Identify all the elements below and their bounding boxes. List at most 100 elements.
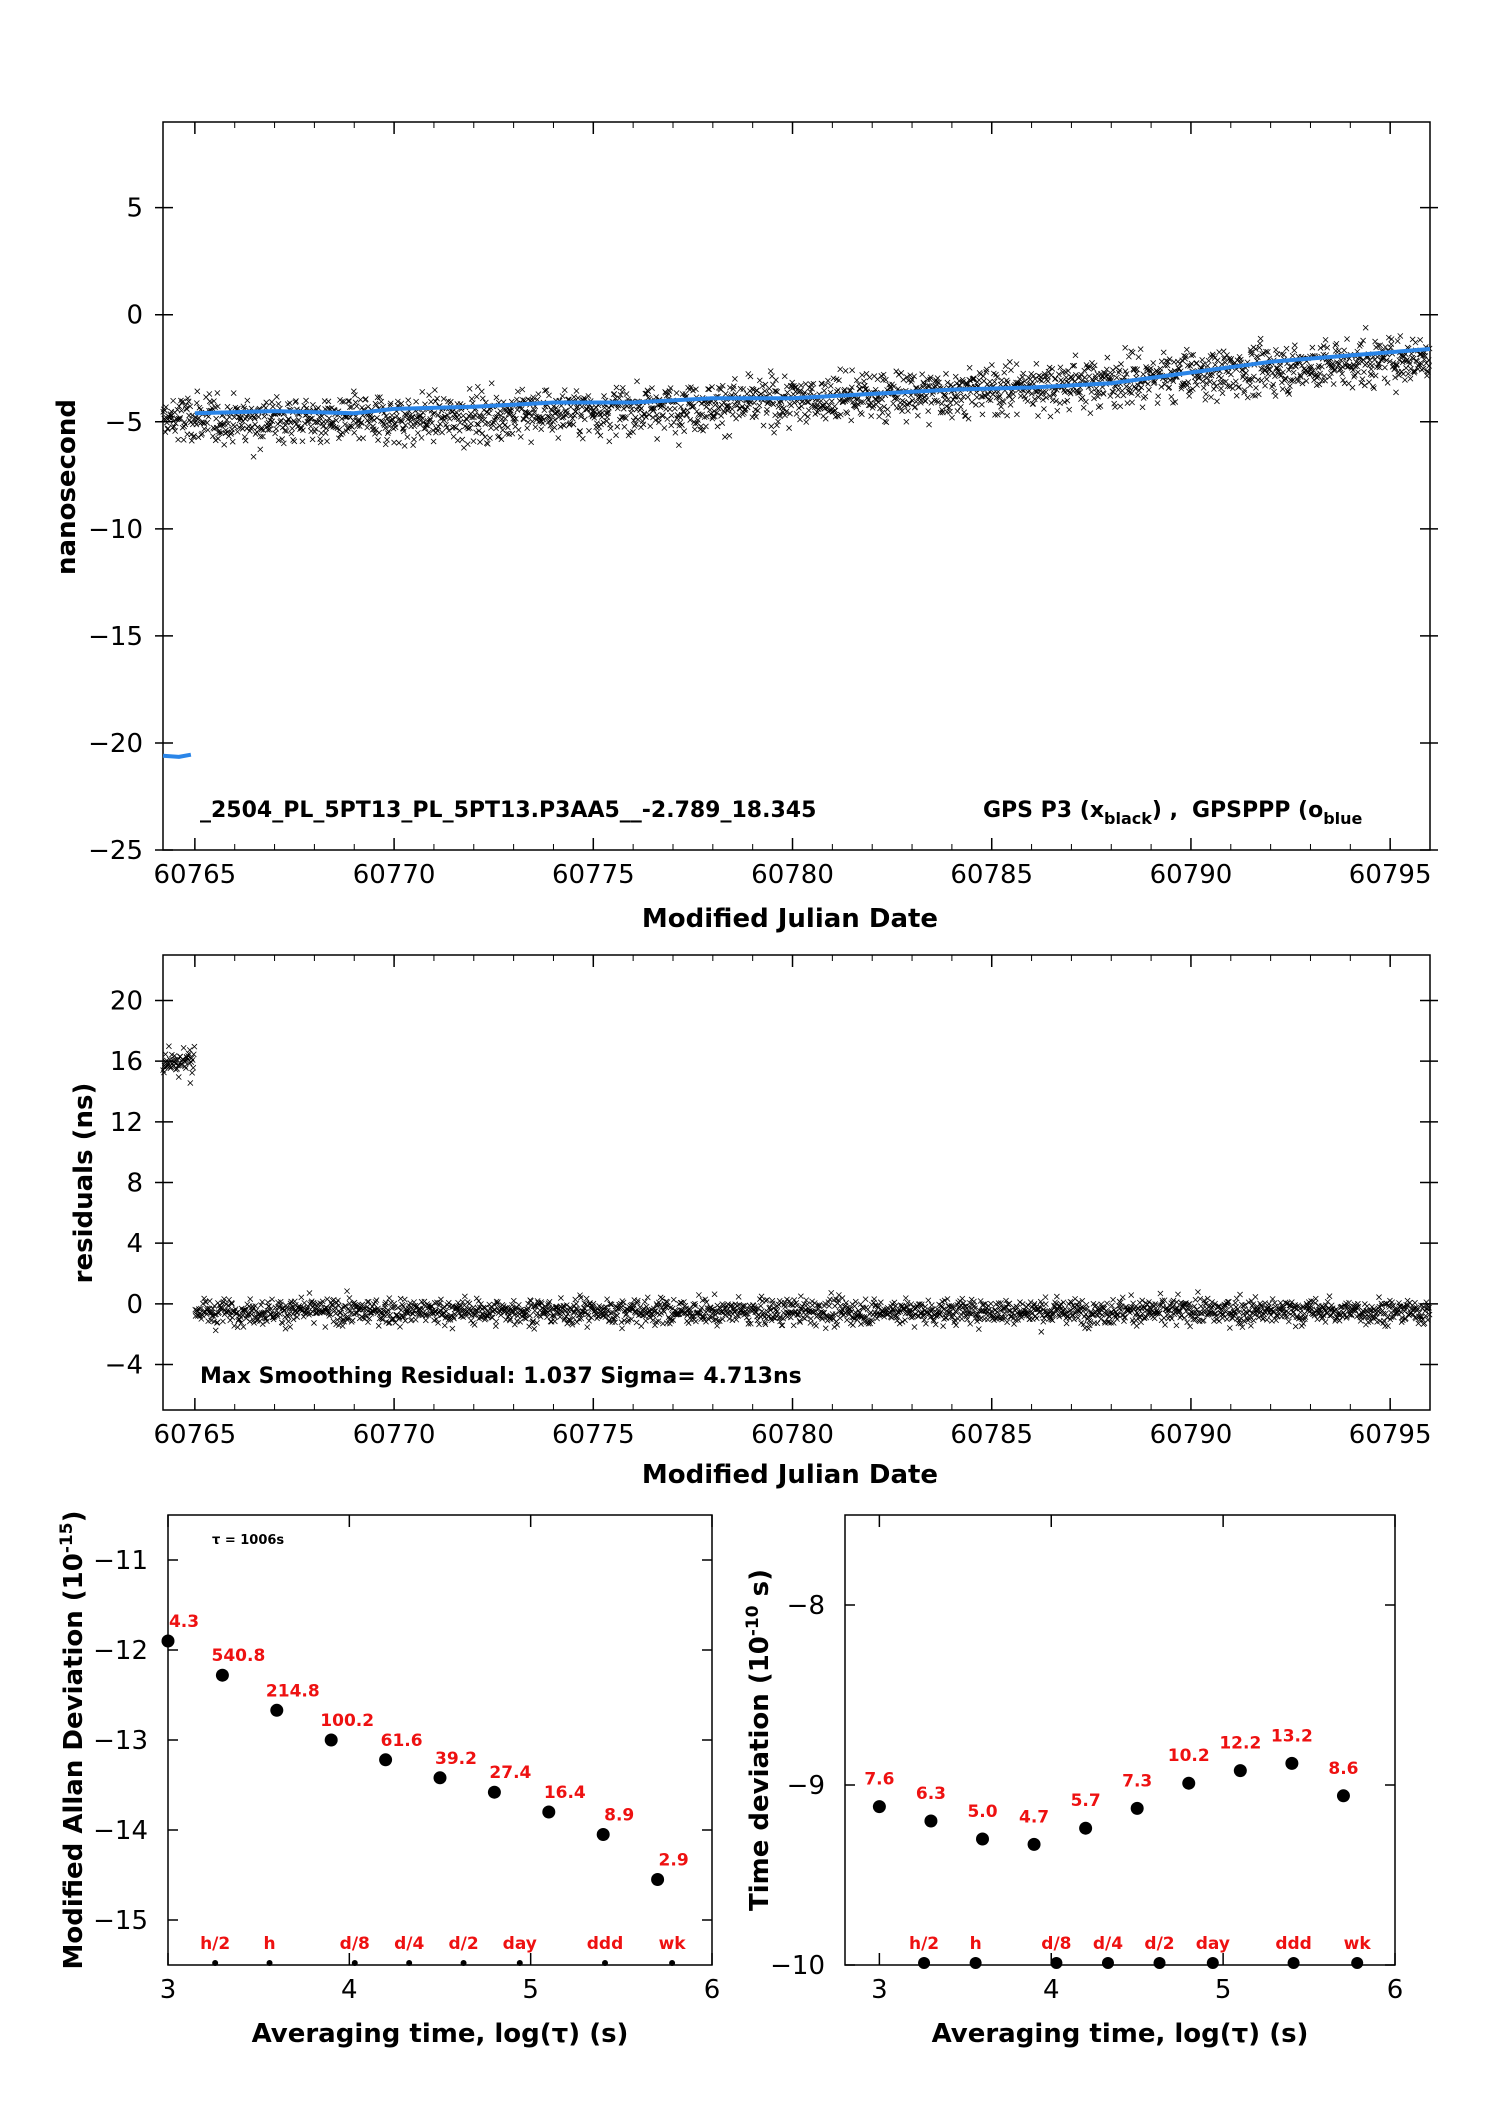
deviation-point (1182, 1776, 1196, 1790)
data-point (574, 403, 581, 410)
data-point (199, 430, 205, 437)
data-point (770, 381, 776, 388)
data-point (1267, 1306, 1274, 1313)
data-point (908, 1301, 915, 1307)
data-point (668, 1317, 675, 1324)
data-point (1194, 1313, 1201, 1320)
data-point (964, 1316, 971, 1323)
data-point (1243, 370, 1249, 376)
data-point (828, 1289, 835, 1296)
data-point (1228, 371, 1234, 378)
data-point (645, 388, 652, 395)
data-point (965, 1303, 972, 1310)
data-point (275, 401, 282, 407)
data-point (1398, 352, 1404, 359)
data-point (479, 395, 486, 402)
run-id-label: _2504_PL_5PT13_PL_5PT13.P3AA5__-2.789_18… (200, 798, 816, 823)
data-point (180, 398, 186, 405)
data-point (663, 1298, 670, 1305)
legend-black-label: GPS P3 (x (983, 798, 1104, 823)
data-point (628, 409, 634, 416)
data-point (677, 1299, 684, 1306)
data-point (362, 396, 369, 402)
y-tick-label: 4 (126, 1229, 143, 1259)
data-point (650, 1312, 657, 1319)
data-point (1035, 413, 1041, 419)
data-point (228, 1300, 235, 1306)
deviation-point (1233, 1764, 1247, 1778)
data-point (252, 1303, 259, 1309)
data-point (1140, 371, 1147, 378)
data-point (1170, 1297, 1177, 1304)
data-point (672, 405, 678, 412)
data-point (1282, 376, 1289, 382)
data-point (840, 398, 847, 405)
data-point (1252, 346, 1259, 352)
x-tick-label: 3 (871, 1975, 888, 2005)
data-point (300, 427, 306, 434)
data-point (263, 399, 270, 406)
data-point (960, 379, 966, 385)
data-point (929, 1306, 936, 1313)
data-point (1077, 389, 1083, 396)
data-point (576, 1316, 583, 1322)
data-point (708, 1306, 715, 1313)
interval-marker-label: wk (659, 1934, 687, 1954)
data-point (1247, 382, 1253, 389)
data-point (804, 399, 811, 405)
data-point (391, 439, 397, 446)
data-point (893, 368, 900, 375)
data-point (1244, 394, 1251, 401)
data-point (835, 386, 841, 393)
x-tick-label: 60770 (353, 860, 436, 890)
data-point (1109, 371, 1115, 378)
data-point (929, 1307, 935, 1314)
data-point (430, 438, 437, 445)
data-point (1355, 1303, 1362, 1310)
data-point (423, 422, 429, 429)
data-point (1199, 357, 1206, 363)
data-point (543, 387, 550, 394)
data-point (1226, 383, 1233, 390)
data-point (616, 395, 623, 402)
data-point (558, 1295, 564, 1301)
data-point (225, 420, 232, 427)
data-point (1031, 396, 1038, 403)
data-point (1378, 1302, 1385, 1309)
data-point (1083, 398, 1089, 405)
data-point (375, 1322, 382, 1329)
data-point (842, 367, 849, 374)
data-point (394, 398, 401, 405)
data-point (1285, 1318, 1292, 1325)
data-point (1215, 1303, 1222, 1309)
data-point (429, 411, 436, 417)
data-point (170, 397, 177, 404)
data-point (607, 425, 614, 432)
data-point (1299, 362, 1305, 369)
data-point (509, 1302, 515, 1308)
interval-marker (1287, 1957, 1300, 1969)
deviation-point (433, 1771, 447, 1785)
data-point (209, 1312, 215, 1319)
deviation-point (1285, 1756, 1299, 1770)
data-point (1247, 1313, 1254, 1320)
data-point (608, 1301, 615, 1308)
interval-marker-label: d/4 (394, 1934, 424, 1954)
data-point (1083, 1306, 1090, 1312)
data-point (206, 1298, 213, 1304)
data-point (552, 417, 558, 423)
data-point (557, 423, 564, 430)
data-point (550, 1312, 557, 1318)
data-point (1145, 380, 1151, 387)
data-point (405, 397, 412, 404)
data-point (1004, 379, 1011, 386)
point-label: 61.6 (381, 1731, 423, 1751)
data-point (493, 1298, 500, 1305)
data-point (977, 1298, 984, 1304)
data-point (1030, 400, 1037, 407)
data-point (515, 1301, 522, 1308)
data-point (544, 1314, 550, 1321)
data-point (500, 419, 506, 426)
data-point (532, 424, 539, 431)
data-point (1107, 374, 1114, 381)
